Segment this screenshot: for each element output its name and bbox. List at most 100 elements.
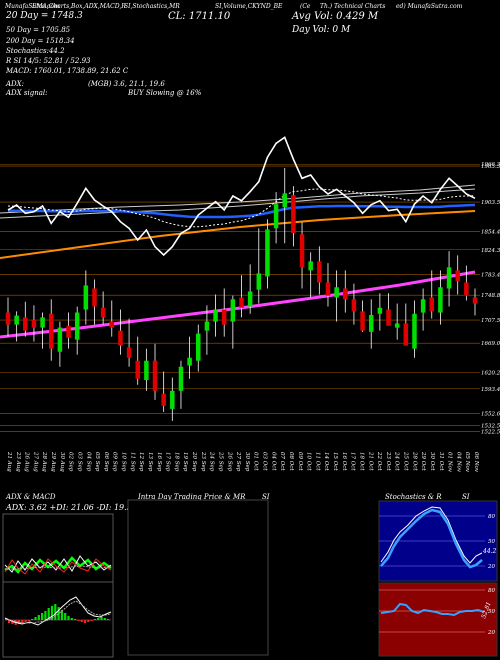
macd-histogram-bar xyxy=(87,620,90,622)
price-level-label: 1824.31 xyxy=(481,248,500,254)
date-tick-label: 30 Sep xyxy=(244,452,250,472)
price-level-label: 1966.35 xyxy=(481,162,500,168)
date-tick-label: 27 Aug xyxy=(32,451,38,472)
ema-orange-band xyxy=(0,210,476,259)
date-tick-label: 11 Sep xyxy=(129,452,135,472)
candle-body xyxy=(429,297,435,312)
macd-histogram-bar xyxy=(54,604,57,620)
date-tick-label: 02 Sep xyxy=(68,452,74,472)
date-tick-label: 09 Oct xyxy=(297,452,303,471)
date-tick-label: 07 Oct xyxy=(279,452,285,471)
price-level-label: 1532.5 xyxy=(481,423,500,429)
macd-histogram-bar xyxy=(90,620,93,621)
date-tick-label: 05 Sep xyxy=(94,452,100,472)
macd-histogram-bar xyxy=(60,610,63,620)
date-tick-label: 29 Oct xyxy=(420,451,426,471)
date-tick-label: 19 Sep xyxy=(182,452,188,472)
candle-body xyxy=(308,261,313,271)
date-tick-label: 01 Nov xyxy=(447,452,453,473)
date-tick-label: 15 Oct xyxy=(332,452,338,471)
macd-histogram-bar xyxy=(17,620,21,624)
macd-histogram-bar xyxy=(11,620,14,624)
date-tick-label: 06 Nov xyxy=(473,452,479,473)
macd-histogram-bar xyxy=(57,607,60,620)
date-tick-label: 06 Sep xyxy=(103,452,109,472)
date-tick-label: 13 Sep xyxy=(147,452,153,472)
date-tick-label: 30 Oct xyxy=(429,452,435,471)
candle-body xyxy=(170,390,175,409)
price-level-label: 1552.6 xyxy=(481,411,500,417)
candle-body xyxy=(187,357,192,366)
macd-histogram-bar xyxy=(70,618,73,620)
candle-body xyxy=(386,309,391,326)
header-brand: MunafaSutra.com xyxy=(5,3,60,10)
macd-histogram-bar xyxy=(97,618,100,620)
rsi-panel xyxy=(378,582,498,657)
date-tick-label: 29 Aug xyxy=(50,451,56,472)
date-tick-label: 23 Aug xyxy=(15,451,21,472)
adx-signal-value: BUY Slowing @ 16% xyxy=(128,89,202,97)
date-tick-label: 09 Sep xyxy=(112,452,118,472)
candle-body xyxy=(256,273,262,290)
date-tick-label: 03 Oct xyxy=(262,452,268,471)
ema50-line xyxy=(8,203,476,219)
candle-body xyxy=(351,299,357,312)
date-tick-label: 17 Sep xyxy=(165,452,171,472)
candle-body xyxy=(455,270,460,282)
intraday-title-2: SI xyxy=(262,493,270,501)
header-company-a: (Ce xyxy=(300,3,311,10)
candle-body xyxy=(83,285,89,310)
candle-body xyxy=(204,321,210,331)
candle-body xyxy=(100,307,106,318)
macd-histogram-bar xyxy=(80,620,83,622)
macd-histogram-bar xyxy=(41,613,44,620)
candle-body xyxy=(221,309,227,325)
candle-body xyxy=(14,315,19,325)
price-chart: 1966.351963.35 1903.56 1854.48 1824.31 1783.… xyxy=(0,136,500,473)
date-tick-label: 24 Sep xyxy=(209,451,215,472)
candle-body xyxy=(446,267,452,289)
price-level-label: 1783.48 xyxy=(481,272,500,278)
ema-grey-band-2 xyxy=(0,188,476,219)
rsi-tick-label: 80 xyxy=(488,588,495,594)
date-tick-label: 21 Aug xyxy=(6,451,12,472)
macd-histogram-bar xyxy=(24,620,27,622)
macd-histogram-bar xyxy=(74,619,77,620)
adx-macd-values: ADX: 3.62 +DI: 21.06 -DI: 19.59 xyxy=(6,503,137,512)
adx-panel xyxy=(2,513,114,583)
candle-body xyxy=(299,234,305,268)
stochastics-title: Stochastics & R xyxy=(385,493,442,501)
rsi-text: R SI 14/5: 52.81 / 52.93 xyxy=(6,57,91,65)
price-level-label: 1620.23 xyxy=(481,371,500,377)
ema20-line xyxy=(7,188,476,228)
date-tick-label: 22 Oct xyxy=(376,451,382,471)
stochastics-tick-label: 20 xyxy=(487,564,495,570)
date-tick-label: 26 Aug xyxy=(24,451,30,472)
ema200-text: 200 Day = 1518.34 xyxy=(6,37,75,45)
header-company-c: ed) MunafaSutra.com xyxy=(396,3,463,10)
date-tick-label: 08 Oct xyxy=(288,452,294,471)
candle-body xyxy=(472,297,478,304)
macd-histogram-bar xyxy=(44,611,47,620)
candle-body xyxy=(57,327,63,352)
macd-histogram-bar xyxy=(77,620,80,621)
header-company-b: Th.) Technical Charts xyxy=(320,3,386,10)
candle-body xyxy=(109,321,115,328)
date-tick-label: 31 Oct xyxy=(438,452,444,471)
candle-body xyxy=(343,288,348,300)
price-level-label: 1748.88 xyxy=(481,293,500,299)
macd-histogram-bar xyxy=(34,617,37,620)
candle-body xyxy=(23,317,28,331)
price-level-label: 1903.56 xyxy=(481,200,500,206)
header-indicators: EMA,Charts,Box,ADX,MACD,R xyxy=(32,3,126,10)
stochastics-text: Stochastics:44.2 xyxy=(6,47,65,55)
candle-body xyxy=(178,366,184,391)
stochastics-d-line xyxy=(380,508,483,569)
price-level-label: 1707.5 xyxy=(481,318,500,324)
stochastics-value: 44.2 xyxy=(482,548,497,555)
rsi-tick-label: 20 xyxy=(487,630,495,636)
date-tick-label: 10 Sep xyxy=(121,452,127,472)
macd-histogram-bar xyxy=(67,616,70,620)
macd-histogram-bar xyxy=(107,619,110,620)
candle-body xyxy=(317,261,322,283)
